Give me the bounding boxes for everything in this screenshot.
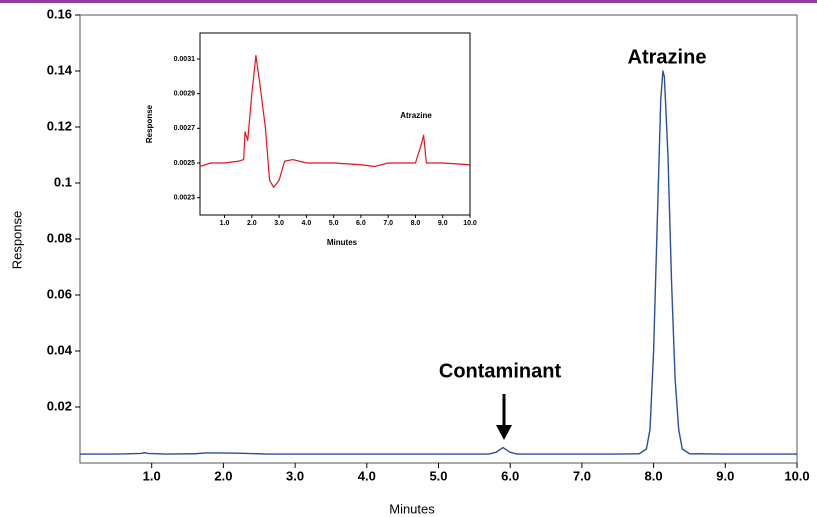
x-tick-label: 3.0 <box>274 220 284 227</box>
x-tick-label: 6.0 <box>356 220 366 227</box>
y-tick-label: 0.0025 <box>174 160 196 167</box>
x-tick-label: 9.0 <box>716 468 734 483</box>
inset-frame <box>199 32 471 216</box>
inset-chart: 0.0023 0.0025 0.0027 0.0029 0.0031 1.0 2.0 3.0 4… <box>174 32 477 227</box>
data-line <box>199 54 471 188</box>
y-tick-label: 0.0029 <box>174 91 196 98</box>
y-tick-label: 0.08 <box>47 230 72 245</box>
x-tick-label: 4.0 <box>301 220 311 227</box>
x-axis-label: Minutes <box>389 501 435 516</box>
x-tick-label: 8.0 <box>645 468 663 483</box>
y-tick-label: 0.14 <box>47 62 73 77</box>
x-tick-label: 2.0 <box>214 468 232 483</box>
annotation: Contaminant <box>439 360 562 382</box>
x-tick-label: 3.0 <box>286 468 304 483</box>
y-tick-label: 0.02 <box>47 398 72 413</box>
x-tick-label: 10.0 <box>463 220 477 227</box>
inset-x-axis-label: Minutes <box>327 238 358 247</box>
x-tick-label: 7.0 <box>383 220 393 227</box>
x-tick-label: 8.0 <box>411 220 421 227</box>
arrow-head <box>496 425 512 440</box>
y-tick-label: 0.0031 <box>174 56 196 63</box>
x-tick-label: 5.0 <box>329 220 339 227</box>
y-tick-label: 0.16 <box>47 6 72 21</box>
y-tick-label: 0.1 <box>54 174 72 189</box>
data-line <box>80 70 797 455</box>
inset-y-axis-label: Response <box>145 104 154 143</box>
y-tick-label: 0.04 <box>47 342 73 357</box>
x-tick-label: 5.0 <box>429 468 447 483</box>
main-chart: 0.02 0.04 0.06 0.08 0.1 0.12 0.14 0.16 1.0 2.0 3.0… <box>47 6 810 483</box>
x-tick-label: 1.0 <box>143 468 161 483</box>
x-tick-label: 9.0 <box>438 220 448 227</box>
x-tick-label: 7.0 <box>573 468 591 483</box>
x-tick-label: 1.0 <box>220 220 230 227</box>
x-tick-label: 6.0 <box>501 468 519 483</box>
annotation: Atrazine <box>628 46 707 68</box>
y-axis-label: Response <box>9 211 24 270</box>
x-tick-label: 10.0 <box>784 468 809 483</box>
x-tick-label: 4.0 <box>358 468 376 483</box>
inset-annotation: Atrazine <box>400 111 432 120</box>
y-tick-label: 0.0027 <box>174 125 196 132</box>
y-tick-label: 0.06 <box>47 286 72 301</box>
y-tick-label: 0.12 <box>47 118 72 133</box>
y-tick-label: 0.0023 <box>174 195 196 202</box>
x-tick-label: 2.0 <box>247 220 257 227</box>
